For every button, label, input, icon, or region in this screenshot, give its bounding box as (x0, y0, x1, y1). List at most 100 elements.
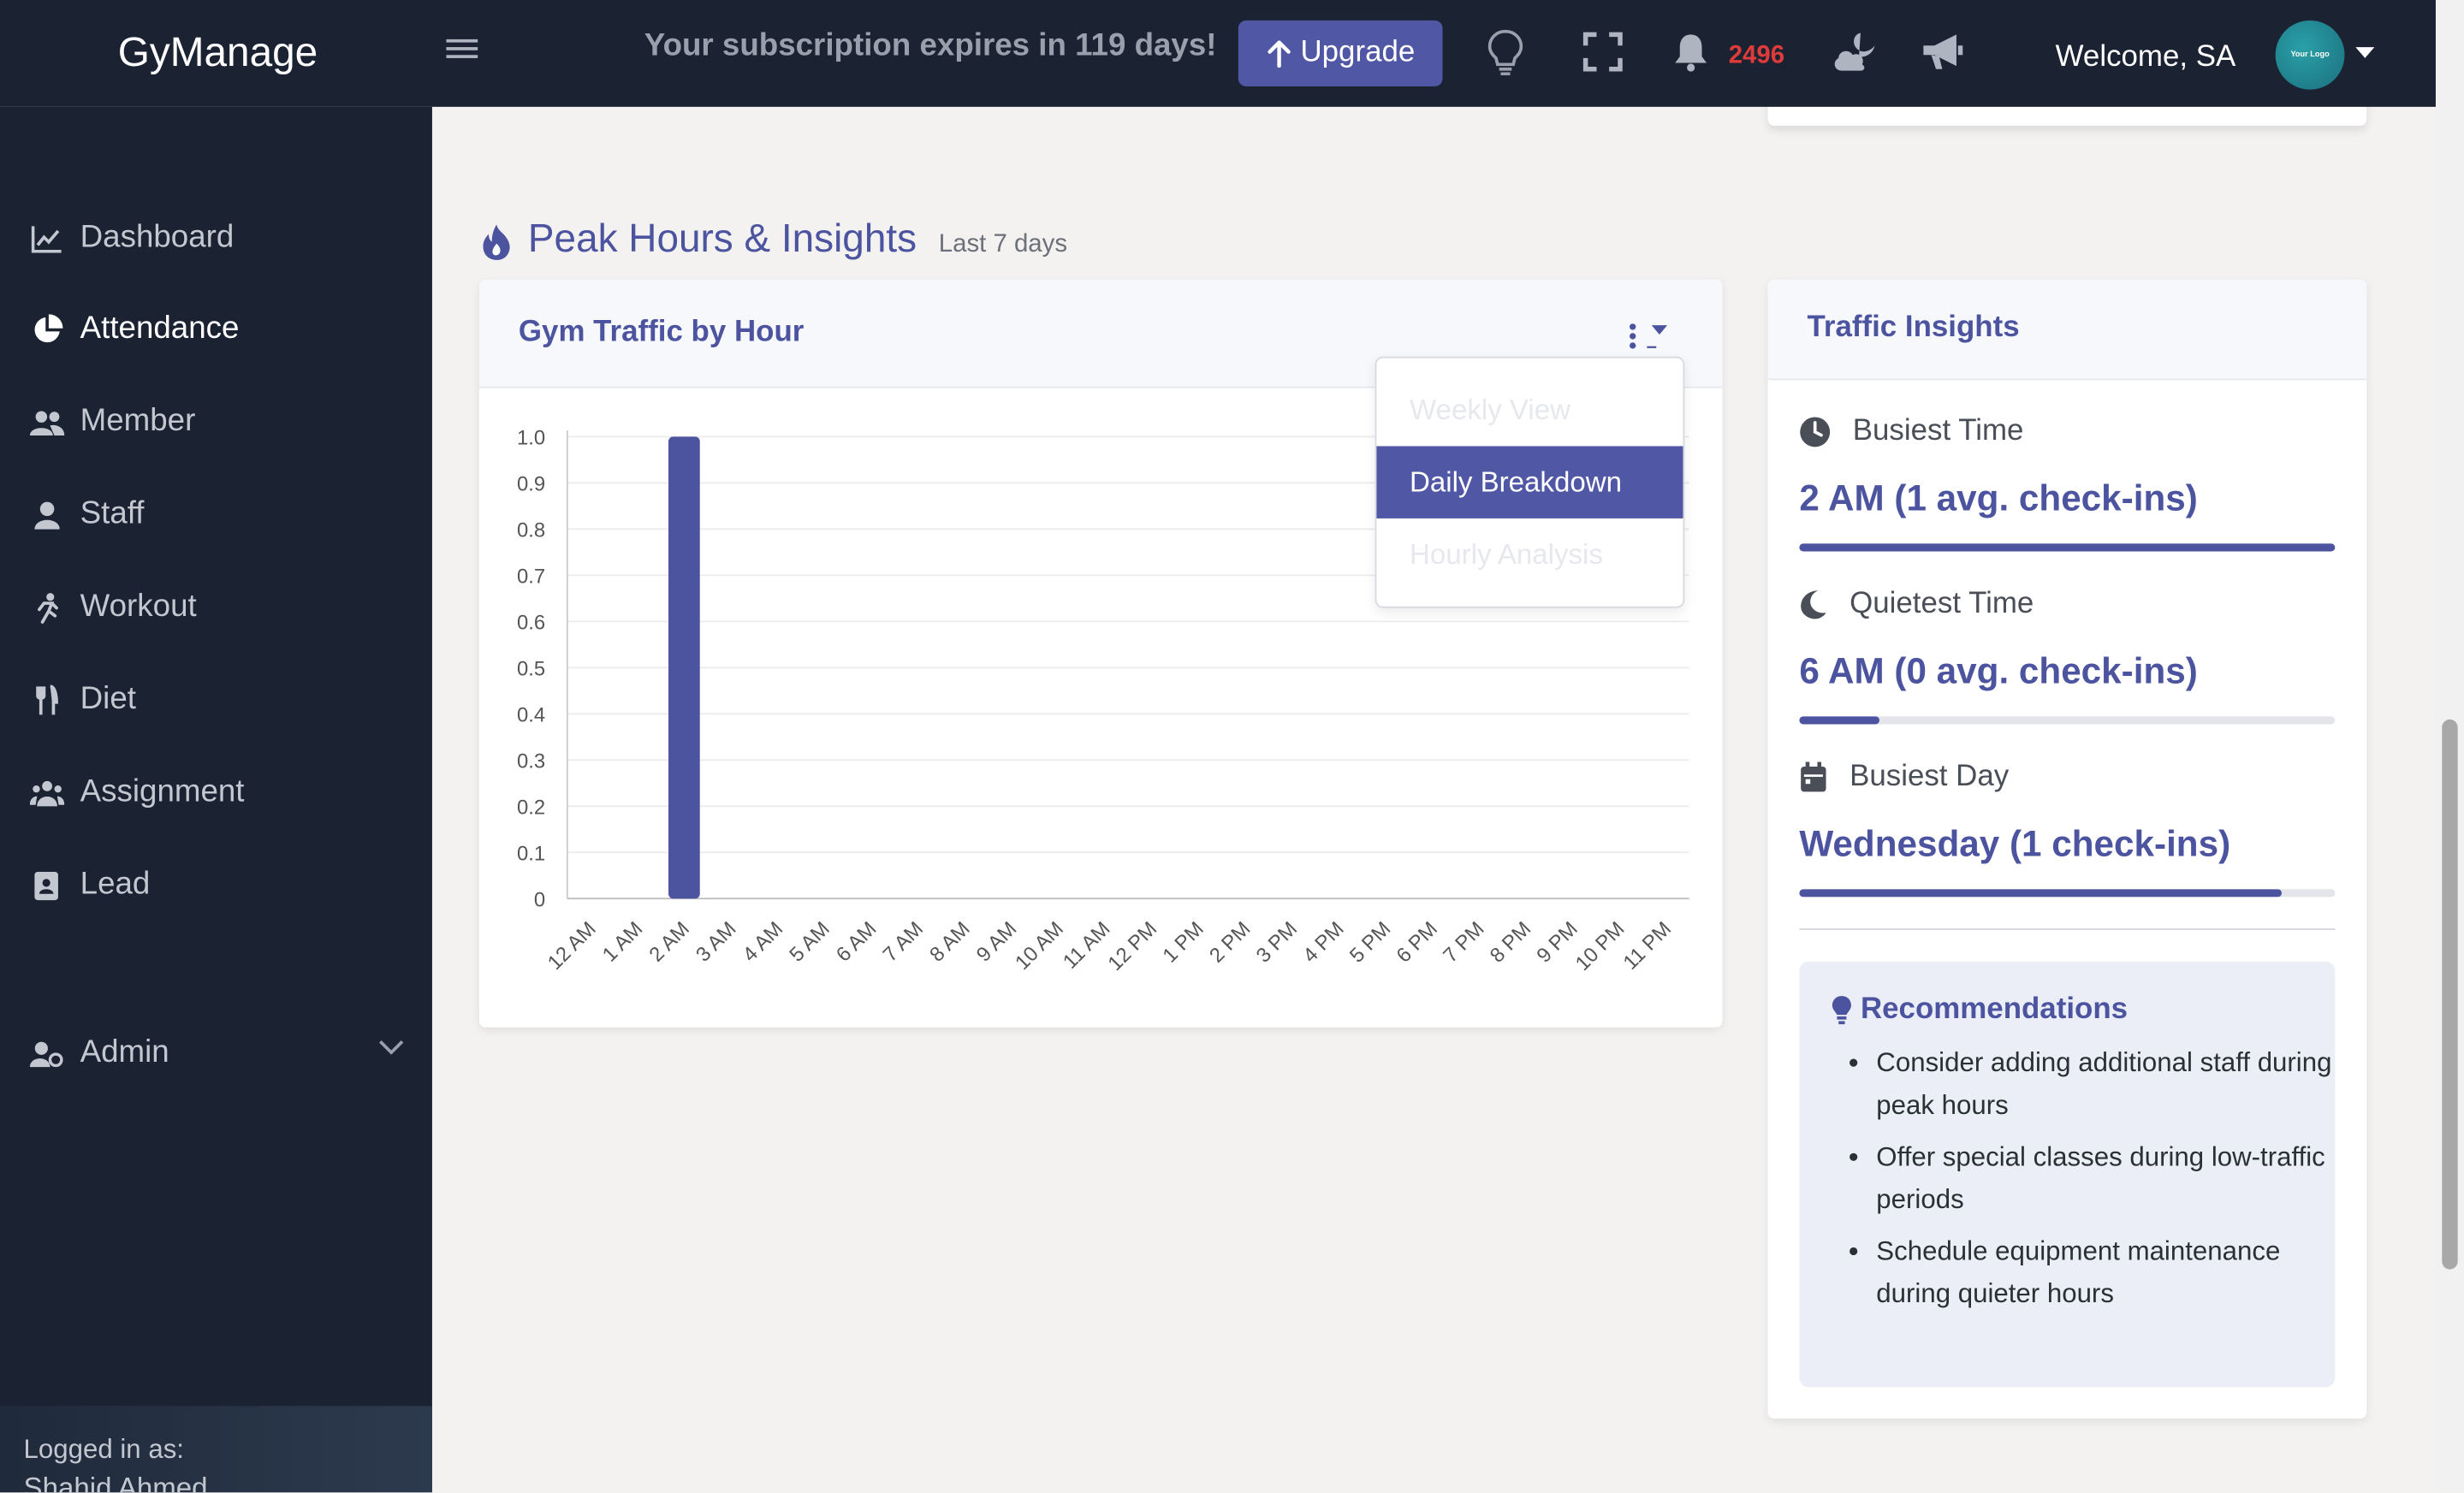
x-tick-label: 12 PM (1103, 917, 1161, 975)
x-tick-label: 3 AM (692, 917, 741, 967)
y-tick-label: 1.0 (517, 427, 545, 450)
sidebar-item-member[interactable]: Member (29, 403, 196, 440)
sidebar-item-label: Dashboard (80, 220, 235, 255)
users-icon (29, 405, 65, 439)
sidebar-item-dashboard[interactable]: Dashboard (30, 220, 234, 256)
busiest-day-progress (1799, 889, 2336, 898)
user-icon (30, 497, 64, 531)
list-item: Offer special classes during low-traffic… (1876, 1137, 2348, 1220)
ellipsis-vertical-icon (1630, 323, 1636, 349)
lightbulb-icon[interactable] (1479, 25, 1532, 78)
menu-toggle-icon[interactable] (446, 34, 478, 66)
bell-icon[interactable] (1664, 25, 1717, 78)
sidebar-item-label: Attendance (80, 311, 240, 346)
x-tick-label: 6 PM (1392, 917, 1441, 967)
cloud-moon-icon[interactable] (1827, 25, 1880, 78)
x-tick-label: 7 PM (1439, 917, 1488, 967)
moon-icon (1801, 590, 1826, 619)
calendar-icon (1801, 761, 1826, 792)
quietest-time-progress (1799, 716, 2336, 725)
sidebar-item-label: Member (80, 403, 196, 439)
sidebar-item-label: Staff (80, 496, 145, 531)
welcome-text: Welcome, SA (2055, 40, 2236, 74)
bar (668, 436, 700, 899)
sidebar-item-label: Diet (80, 681, 136, 717)
x-tick-label: 1 PM (1158, 917, 1208, 967)
dropdown-item-weekly-view[interactable]: Weekly View (1409, 393, 1570, 425)
sidebar-item-diet[interactable]: Diet (30, 682, 136, 718)
x-tick-label: 2 PM (1205, 917, 1255, 967)
x-tick-label: 4 PM (1298, 917, 1348, 967)
arrow-up-icon (1267, 40, 1290, 68)
busiest-time-progress (1799, 543, 2336, 552)
x-tick-label: 3 PM (1252, 917, 1302, 967)
sidebar-item-label: Assignment (80, 774, 245, 809)
sidebar-item-label: Workout (80, 589, 197, 624)
notification-count[interactable]: 2496 (1728, 42, 1785, 69)
logged-in-label: Logged in as: (23, 1434, 184, 1465)
x-tick-label: 7 AM (879, 917, 929, 967)
brand-name[interactable]: GyManage (117, 28, 318, 76)
pie-chart-icon (30, 311, 64, 346)
sidebar-item-attendance[interactable]: Attendance (30, 311, 240, 347)
utensils-icon (30, 683, 64, 717)
logged-in-panel: Logged in as: Shahid Ahmed (0, 1406, 432, 1493)
x-tick-label: 11 PM (1618, 917, 1676, 975)
running-icon (30, 589, 64, 624)
chart-line-icon (30, 221, 64, 255)
x-tick-label: 2 AM (644, 917, 694, 967)
users-group-icon (29, 775, 65, 809)
chevron-down-icon[interactable] (377, 1037, 406, 1065)
x-tick-label: 6 AM (832, 917, 882, 967)
sidebar-item-staff[interactable]: Staff (30, 496, 145, 532)
clock-icon (1800, 417, 1831, 447)
address-book-icon (30, 868, 64, 902)
dropdown-item-daily-breakdown[interactable]: Daily Breakdown (1376, 446, 1683, 518)
insights-divider (1799, 928, 2336, 930)
avatar[interactable]: Your Logo (2275, 20, 2345, 90)
x-tick-label: 11 AM (1059, 917, 1115, 974)
x-tick-label: 4 AM (739, 917, 788, 967)
busiest-day-value: Wednesday (1 check-ins) (1799, 823, 2231, 864)
sidebar-item-lead[interactable]: Lead (30, 868, 150, 904)
sidebar: Dashboard Attendance Member Staff Workou… (0, 106, 432, 1493)
x-tick-label: 12 AM (543, 917, 601, 975)
megaphone-icon[interactable] (1915, 25, 1968, 78)
upgrade-button[interactable]: Upgrade (1238, 20, 1443, 86)
y-tick-label: 0 (534, 888, 545, 911)
quietest-time-label: Quietest Time (1799, 588, 2034, 622)
traffic-chart-card: Gym Traffic by Hour 0 0.1 0.2 0.3 0.4 0.5 0.6 0… (479, 279, 1723, 1028)
busiest-day-label: Busiest Day (1799, 761, 2009, 795)
page-scrollbar[interactable] (2435, 0, 2464, 1493)
x-tick-label: 10 AM (1011, 917, 1068, 975)
x-tick-label: 1 AM (598, 917, 648, 967)
sidebar-item-assignment[interactable]: Assignment (29, 774, 245, 810)
sidebar-item-workout[interactable]: Workout (30, 589, 197, 625)
scrollbar-thumb[interactable] (2442, 719, 2458, 1270)
x-tick-label: 5 AM (785, 917, 834, 967)
traffic-bar-chart: 0 0.1 0.2 0.3 0.4 0.5 0.6 0.7 0.8 0.9 1.0 12 AM1 AM… (517, 427, 1689, 975)
lightbulb-icon (1832, 996, 1851, 1025)
chart-options-toggle[interactable] (1628, 321, 1669, 349)
busiest-day-progress-fill (1799, 889, 2282, 898)
recommendations-title-text: Recommendations (1860, 992, 2129, 1026)
sidebar-item-admin[interactable]: Admin (29, 1035, 169, 1071)
insights-title: Traffic Insights (1807, 311, 2020, 345)
fire-icon (479, 223, 514, 269)
section-header: Peak Hours & Insights Last 7 days (528, 216, 1067, 262)
quietest-time-value: 6 AM (0 avg. check-ins) (1799, 650, 2198, 691)
busiest-time-progress-fill (1799, 543, 2336, 552)
y-tick-label: 0.5 (517, 658, 545, 681)
y-tick-label: 0.7 (517, 566, 545, 589)
fullscreen-icon[interactable] (1576, 25, 1630, 78)
top-bar: GyManage Your subscription expires in 11… (0, 0, 2436, 107)
caret-down-icon (1647, 325, 1668, 348)
section-title: Peak Hours & Insights (527, 216, 917, 261)
chart-view-dropdown: Weekly View Daily Breakdown Hourly Analy… (1374, 356, 1685, 608)
dropdown-item-hourly-analysis[interactable]: Hourly Analysis (1409, 537, 1603, 570)
caret-down-icon[interactable] (2355, 47, 2375, 58)
y-tick-label: 0.9 (517, 473, 545, 496)
busiest-day-label-text: Busiest Day (1849, 760, 2010, 794)
subscription-notice: Your subscription expires in 119 days! (644, 28, 1217, 63)
